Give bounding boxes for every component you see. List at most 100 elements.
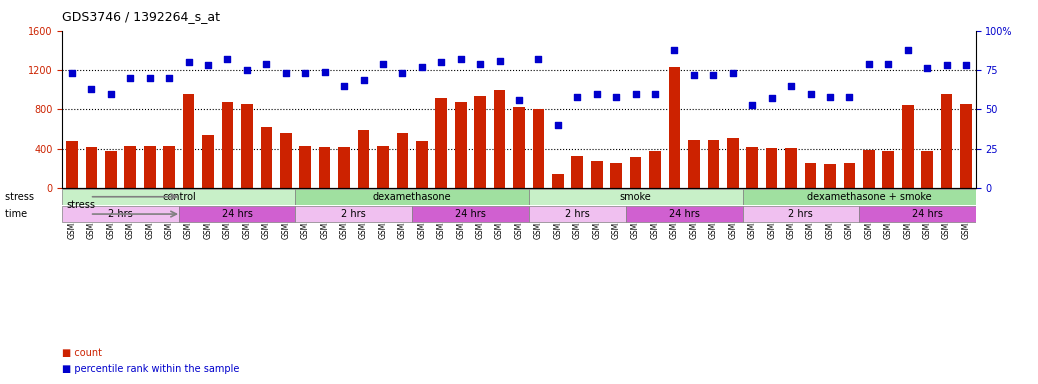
Text: 2 hrs: 2 hrs: [789, 209, 813, 219]
Bar: [940, 94, 953, 188]
Point: [608, 94, 625, 100]
Point: [744, 102, 761, 108]
Point: [958, 62, 975, 68]
Text: dexamethasone: dexamethasone: [373, 192, 452, 202]
Bar: [416, 141, 428, 188]
Point: [822, 94, 839, 100]
Point: [433, 59, 449, 65]
Point: [355, 76, 372, 83]
FancyBboxPatch shape: [742, 206, 859, 222]
Point: [569, 94, 585, 100]
Point: [511, 97, 527, 103]
Bar: [708, 140, 719, 188]
Point: [199, 62, 216, 68]
FancyBboxPatch shape: [412, 206, 528, 222]
Bar: [222, 101, 234, 188]
Bar: [532, 109, 544, 188]
Point: [317, 69, 333, 75]
Bar: [902, 106, 913, 188]
Bar: [474, 96, 486, 188]
Point: [219, 56, 236, 62]
Bar: [804, 162, 816, 188]
Bar: [261, 127, 272, 188]
Point: [258, 61, 275, 67]
Bar: [591, 161, 603, 188]
Bar: [397, 133, 408, 188]
Bar: [960, 104, 972, 188]
Point: [783, 83, 799, 89]
Point: [122, 75, 139, 81]
Bar: [241, 104, 252, 188]
Text: GDS3746 / 1392264_s_at: GDS3746 / 1392264_s_at: [62, 10, 220, 23]
FancyBboxPatch shape: [179, 206, 296, 222]
Point: [549, 122, 566, 128]
Text: 24 hrs: 24 hrs: [911, 209, 943, 219]
Bar: [630, 157, 641, 188]
Bar: [494, 90, 506, 188]
Bar: [688, 140, 700, 188]
Point: [491, 58, 508, 64]
Text: stress: stress: [5, 192, 37, 202]
Point: [899, 46, 916, 53]
Bar: [435, 98, 447, 188]
FancyBboxPatch shape: [62, 206, 179, 222]
FancyBboxPatch shape: [296, 206, 412, 222]
FancyBboxPatch shape: [742, 189, 995, 205]
Text: 24 hrs: 24 hrs: [222, 209, 252, 219]
Bar: [125, 146, 136, 188]
Point: [647, 91, 663, 97]
Point: [394, 70, 411, 76]
Point: [725, 70, 741, 76]
Text: ■ percentile rank within the sample: ■ percentile rank within the sample: [62, 364, 240, 374]
Text: smoke: smoke: [620, 192, 652, 202]
Bar: [863, 150, 875, 188]
Bar: [319, 147, 330, 188]
Bar: [572, 156, 583, 188]
FancyBboxPatch shape: [626, 206, 742, 222]
Bar: [727, 138, 739, 188]
Point: [666, 46, 683, 53]
Text: ■ count: ■ count: [62, 348, 103, 358]
Point: [83, 86, 100, 92]
Text: stress: stress: [66, 200, 95, 210]
Bar: [746, 147, 758, 188]
Point: [530, 56, 547, 62]
Point: [627, 91, 644, 97]
Point: [472, 61, 489, 67]
Point: [938, 62, 955, 68]
Bar: [280, 133, 292, 188]
Point: [919, 65, 935, 71]
Text: 2 hrs: 2 hrs: [565, 209, 590, 219]
Bar: [610, 162, 622, 188]
Bar: [786, 148, 797, 188]
Text: time: time: [5, 209, 30, 219]
Point: [297, 70, 313, 76]
Point: [141, 75, 158, 81]
Bar: [358, 130, 370, 188]
FancyBboxPatch shape: [528, 206, 626, 222]
Text: control: control: [162, 192, 196, 202]
Text: 24 hrs: 24 hrs: [455, 209, 486, 219]
Point: [705, 72, 721, 78]
Text: 24 hrs: 24 hrs: [668, 209, 700, 219]
Bar: [85, 147, 98, 188]
Bar: [202, 135, 214, 188]
Bar: [882, 151, 894, 188]
Bar: [299, 146, 311, 188]
FancyBboxPatch shape: [859, 206, 995, 222]
Bar: [824, 164, 836, 188]
Point: [63, 70, 80, 76]
Point: [375, 61, 391, 67]
Point: [802, 91, 819, 97]
Point: [161, 75, 177, 81]
Point: [861, 61, 877, 67]
Bar: [183, 94, 194, 188]
Point: [880, 61, 897, 67]
FancyBboxPatch shape: [528, 189, 742, 205]
Bar: [766, 148, 777, 188]
Bar: [668, 67, 680, 188]
Bar: [455, 101, 466, 188]
Bar: [144, 146, 156, 188]
Point: [453, 56, 469, 62]
Text: dexamethasone + smoke: dexamethasone + smoke: [807, 192, 931, 202]
